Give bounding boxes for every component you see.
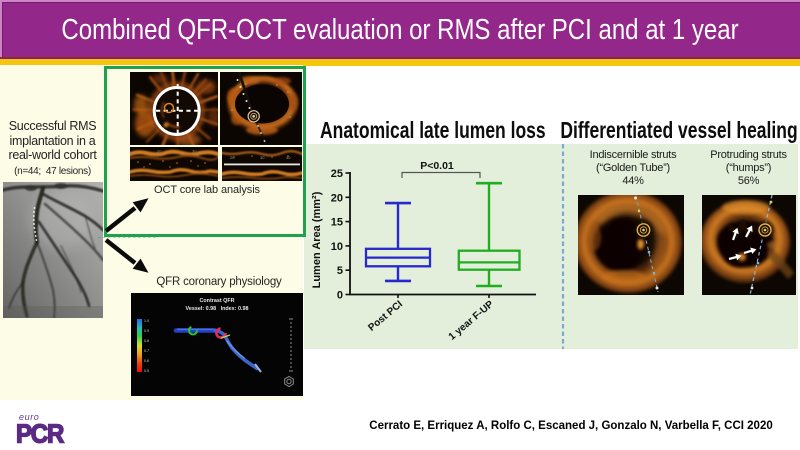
svg-text:Lumen Area (mm²): Lumen Area (mm²) [311,191,323,288]
svg-text:10: 10 [331,241,343,253]
svg-text:1 year F-UP: 1 year F-UP [447,299,496,343]
svg-text:20: 20 [331,192,343,204]
svg-text:0.5: 0.5 [144,369,149,373]
svg-text:Post PCI: Post PCI [366,299,405,334]
svg-text:P<0.01: P<0.01 [420,160,454,172]
svg-text:Vessel: 0.98 Index: 0.98: Vessel: 0.98 Index: 0.98 [186,306,249,312]
svg-text:Contrast QFR: Contrast QFR [199,298,234,304]
svg-text:20: 20 [157,149,162,154]
svg-text:30: 30 [192,149,197,154]
svg-text:15: 15 [331,217,343,229]
svg-text:0.6: 0.6 [144,359,149,363]
svg-text:40: 40 [286,155,291,160]
svg-text:0.8: 0.8 [144,339,149,343]
svg-text:25: 25 [331,168,343,180]
svg-text:30: 30 [260,155,265,160]
svg-text:0.7: 0.7 [144,349,149,353]
svg-text:0: 0 [337,290,343,302]
svg-text:20: 20 [230,155,235,160]
svg-text:5: 5 [337,265,343,277]
svg-text:0.9: 0.9 [144,329,149,333]
svg-text:1.0: 1.0 [144,319,149,323]
